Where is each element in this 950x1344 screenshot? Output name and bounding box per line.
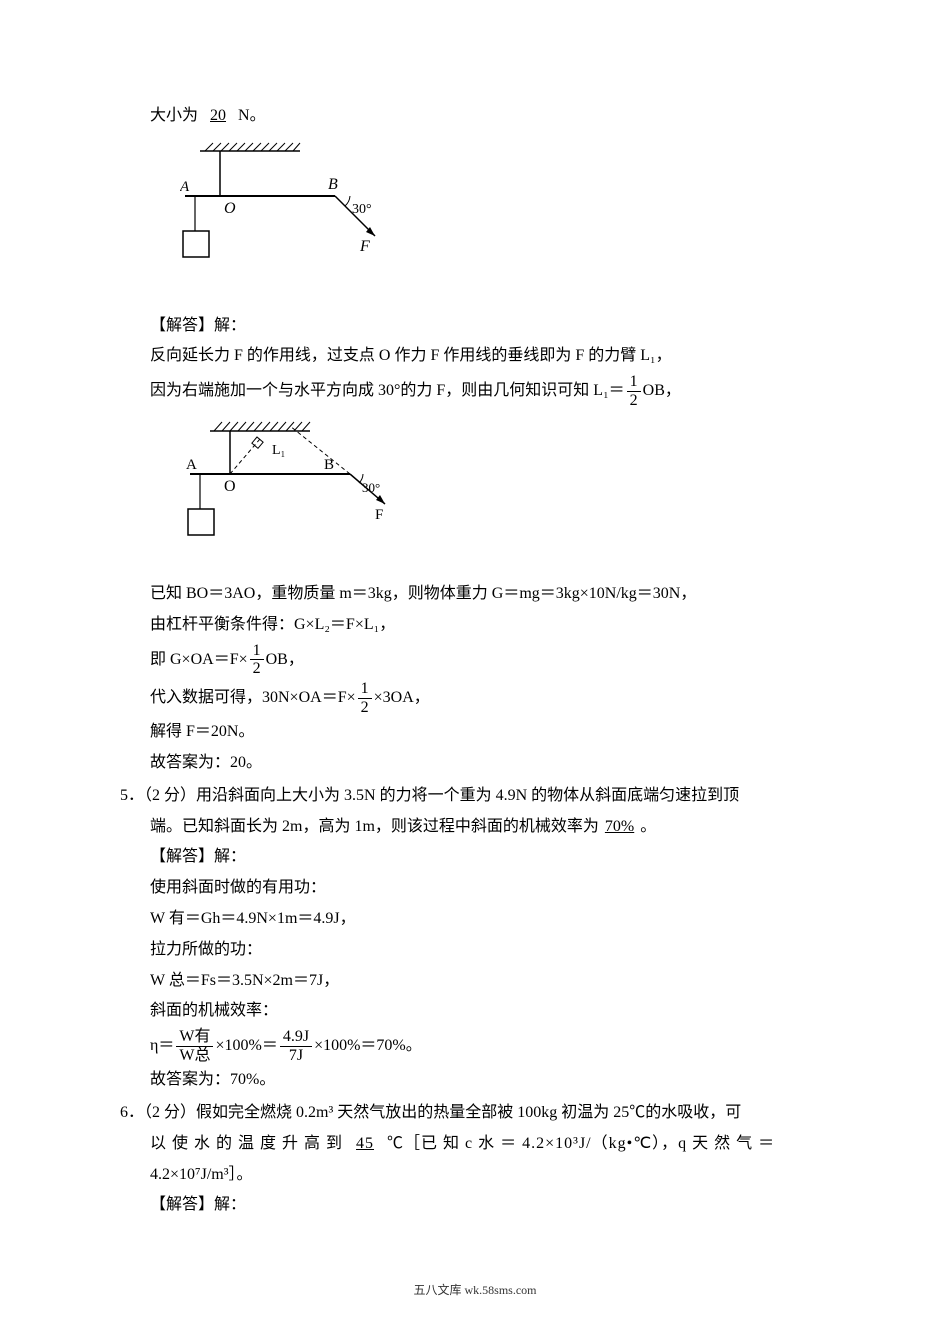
- q5-text1: 用沿斜面向上大小为 3.5N 的力将一个重为 4.9N 的物体从斜面底端匀速拉到…: [196, 787, 739, 804]
- diagram-lever-1-svg: A O B 30° F: [180, 141, 380, 291]
- sec4-header-value: 20: [202, 107, 234, 124]
- sec4-l6-post: OB，: [266, 651, 304, 668]
- eff-post: ×100%＝70%。: [314, 1037, 422, 1054]
- sec4-l6-pre: 即 G×OA＝F×: [150, 651, 248, 668]
- sec4-line-2: 反向延长力 F 的作用线，过支点 O 作力 F 作用线的垂线即为 F 的力臂 L…: [150, 342, 830, 371]
- sec5-eff: η＝W有W总×100%＝4.9J7J×100%＝70%。: [150, 1028, 830, 1064]
- diagram-lever-2: A O B L₁ 30° F: [180, 419, 830, 570]
- sec4-line-5: 由杠杆平衡条件得：G×L₂＝F×L₁，: [150, 611, 830, 640]
- sec6-q-line2: 以 使 水 的 温 度 升 高 到 45 ℃［已 知 c 水 ＝ 4.2×10³…: [150, 1130, 830, 1159]
- sec4-ans-label: 【解答】解：: [150, 312, 830, 341]
- sec6-a1: 【解答】解：: [150, 1191, 830, 1220]
- label-A: A: [180, 179, 190, 195]
- q6-num: 6．: [120, 1104, 144, 1121]
- q6-text2-mid: ℃［已 知 c 水 ＝ 4.2×10³J/（kg•℃），q 天 然 气 ＝: [382, 1135, 775, 1152]
- label-F: F: [359, 238, 370, 255]
- label-O: O: [224, 200, 236, 217]
- sec4-header-unit: N。: [238, 107, 266, 124]
- sec4-line-7: 代入数据可得，30N×OA＝F×12×3OA，: [150, 680, 830, 716]
- label2-B: B: [324, 457, 334, 473]
- eff-den1: W总: [176, 1047, 213, 1065]
- q6-text1: 假如完全燃烧 0.2m³ 天然气放出的热量全部被 100kg 初温为 25℃的水…: [196, 1104, 741, 1121]
- sec5-a3: W 有＝Gh＝4.9N×1m＝4.9J，: [150, 905, 830, 934]
- sec5-a2: 使用斜面时做的有用功：: [150, 874, 830, 903]
- q5-num: 5．: [120, 787, 144, 804]
- q6-text2-pre: 以 使 水 的 温 度 升 高 到: [150, 1135, 348, 1152]
- sec5-a6: 斜面的机械效率：: [150, 997, 830, 1026]
- frac-num: 1: [358, 680, 372, 699]
- frac-num: 1: [250, 642, 264, 661]
- sec5-q-line2: 端。已知斜面长为 2m，高为 1m，则该过程中斜面的机械效率为70%。: [150, 813, 830, 842]
- sec5-a5: W 总＝Fs＝3.5N×2m＝7J，: [150, 967, 830, 996]
- q5-ans70: 70%: [599, 818, 640, 835]
- frac-eff-2: 4.9J7J: [280, 1028, 312, 1064]
- section-4: 大小为 20 N。: [120, 102, 830, 778]
- sec4-l3-post: OB，: [643, 382, 681, 399]
- sec5-q-line1: 5．（2 分）用沿斜面向上大小为 3.5N 的力将一个重为 4.9N 的物体从斜…: [120, 782, 830, 811]
- sec4-header: 大小为 20 N。: [150, 102, 830, 131]
- sec5-a1: 【解答】解：: [150, 843, 830, 872]
- label-angle: 30°: [352, 202, 372, 217]
- label2-A: A: [186, 457, 197, 473]
- label-B: B: [328, 176, 338, 193]
- sec4-line-4: 已知 BO＝3AO，重物质量 m＝3kg，则物体重力 G＝mg＝3kg×10N/…: [150, 580, 830, 609]
- section-6: 6．（2 分）假如完全燃烧 0.2m³ 天然气放出的热量全部被 100kg 初温…: [120, 1099, 830, 1220]
- eff-pre: η＝: [150, 1037, 174, 1054]
- sec4-line-3: 因为右端施加一个与水平方向成 30°的力 F，则由几何知识可知 L₁＝12OB，: [150, 373, 830, 409]
- sec4-line-8: 解得 F＝20N。: [150, 718, 830, 747]
- page-footer: 五八文库 wk.58sms.com: [120, 1280, 830, 1302]
- frac-half-1: 12: [627, 373, 641, 409]
- frac-den: 2: [358, 699, 372, 717]
- frac-half-2: 12: [250, 642, 264, 678]
- q5-pts: （2 分）: [144, 787, 196, 804]
- eff-num1: W有: [176, 1028, 213, 1047]
- eff-mid: ×100%＝: [215, 1037, 277, 1054]
- q6-pts: （2 分）: [144, 1104, 196, 1121]
- q5-text2-post: 。: [640, 818, 656, 835]
- label2-F: F: [375, 507, 383, 523]
- sec5-a4: 拉力所做的功：: [150, 936, 830, 965]
- sec4-l3-pre: 因为右端施加一个与水平方向成 30°的力 F，则由几何知识可知 L₁＝: [150, 382, 625, 399]
- label2-O: O: [224, 478, 236, 495]
- sec5-a7: 故答案为：70%。: [150, 1066, 830, 1095]
- label2-angle: 30°: [362, 480, 380, 495]
- sec4-header-text: 大小为: [150, 107, 198, 124]
- eff-num2: 4.9J: [280, 1028, 312, 1047]
- q5-text2-pre: 端。已知斜面长为 2m，高为 1m，则该过程中斜面的机械效率为: [150, 818, 599, 835]
- frac-den: 2: [250, 660, 264, 678]
- sec6-q-line1: 6．（2 分）假如完全燃烧 0.2m³ 天然气放出的热量全部被 100kg 初温…: [120, 1099, 830, 1128]
- frac-eff-1: W有W总: [176, 1028, 213, 1064]
- diagram-lever-1: A O B 30° F: [180, 141, 830, 302]
- sec4-line-6: 即 G×OA＝F×12OB，: [150, 642, 830, 678]
- label2-L1: L₁: [272, 443, 285, 458]
- frac-num: 1: [627, 373, 641, 392]
- sec4-l7-pre: 代入数据可得，30N×OA＝F×: [150, 689, 356, 706]
- sec4-line-9: 故答案为：20。: [150, 749, 830, 778]
- eff-den2: 7J: [280, 1047, 312, 1065]
- sec6-q-line3: 4.2×10⁷J/m³］。: [150, 1161, 830, 1190]
- q6-ans45: 45: [348, 1135, 382, 1152]
- frac-half-3: 12: [358, 680, 372, 716]
- frac-den: 2: [627, 392, 641, 410]
- section-5: 5．（2 分）用沿斜面向上大小为 3.5N 的力将一个重为 4.9N 的物体从斜…: [120, 782, 830, 1095]
- sec4-l7-post: ×3OA，: [374, 689, 430, 706]
- diagram-lever-2-svg: A O B L₁ 30° F: [180, 419, 400, 559]
